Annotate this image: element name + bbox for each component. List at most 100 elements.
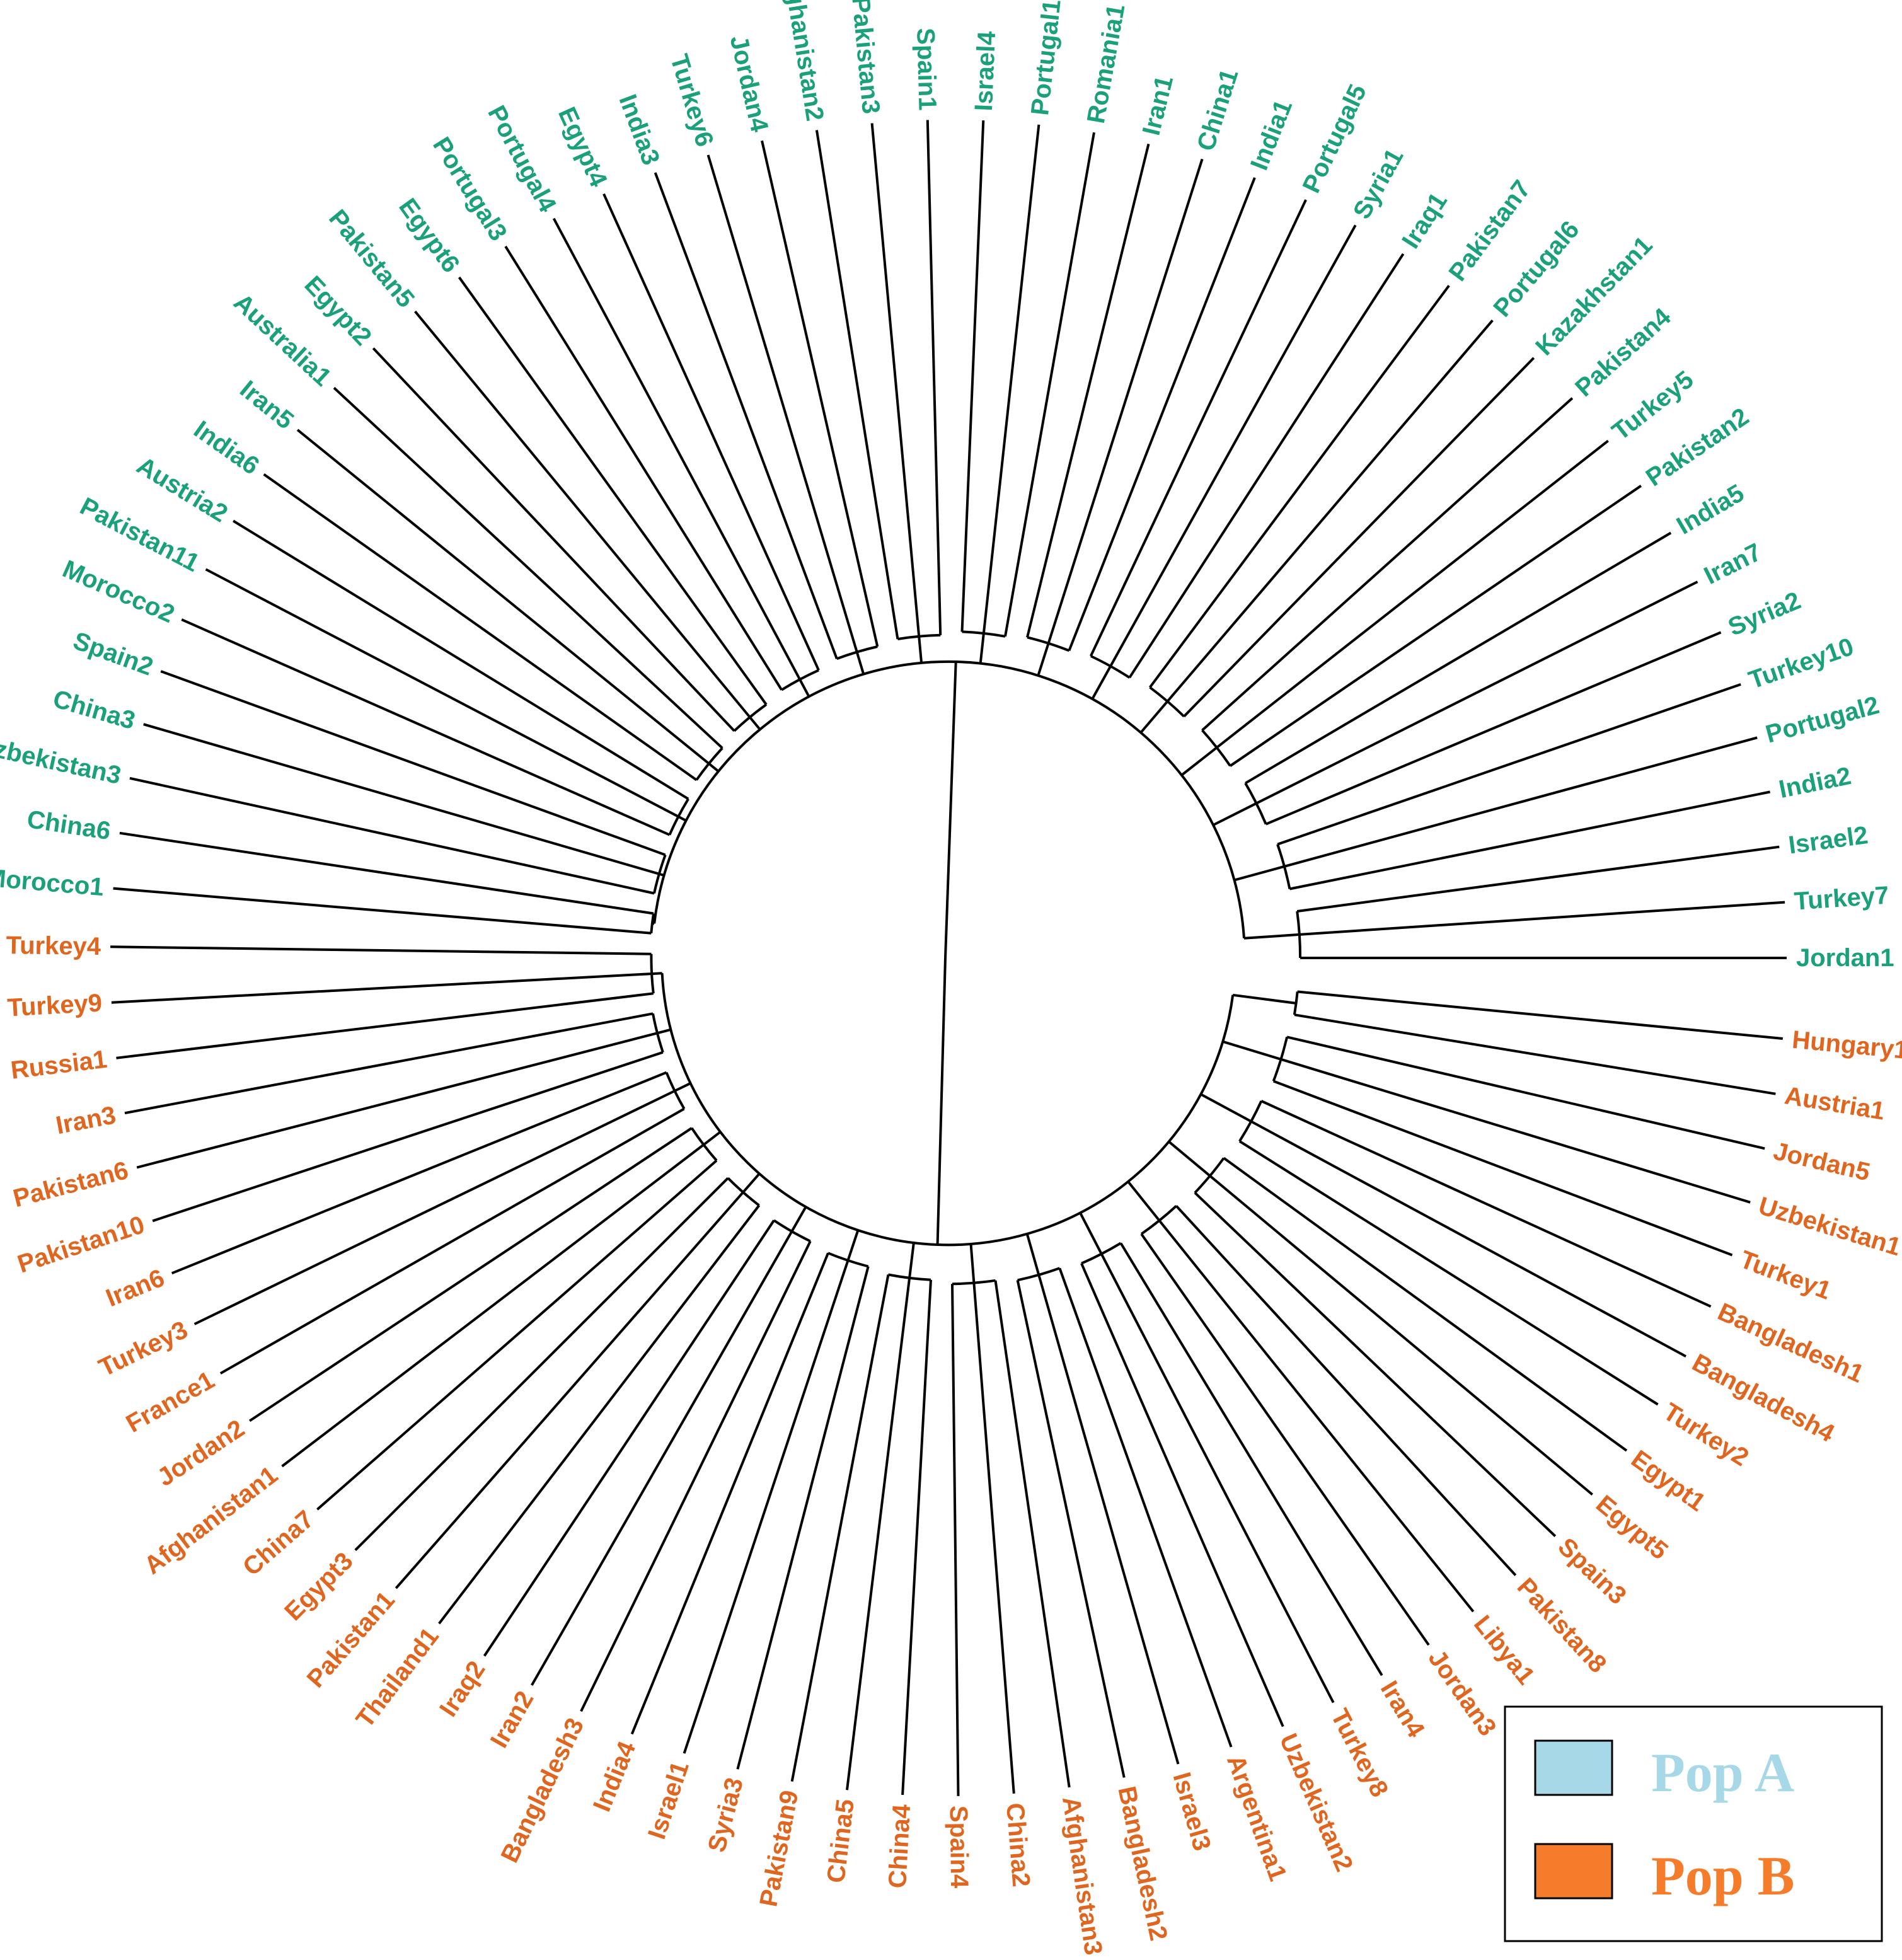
pop-b-branch [1016, 1279, 1126, 1778]
pop-b-branch [116, 992, 654, 1059]
pop-a-branch [761, 140, 879, 647]
pop-b-branch [1140, 1233, 1430, 1646]
tip-label: China3 [50, 685, 138, 735]
legend-swatch-pop-a [1534, 1739, 1613, 1796]
pop-a-cluster-arc [781, 669, 819, 691]
pop-b-cluster-arc [1017, 1267, 1061, 1282]
pop-b-branch [136, 1032, 658, 1169]
pop-a-branch [654, 172, 838, 659]
tip-label: Pakistan3 [846, 0, 885, 115]
pop-b-branch [1238, 1140, 1659, 1406]
pop-a-branch [960, 120, 985, 632]
tip-label: Iran5 [234, 375, 299, 434]
tip-label: Spain4 [945, 1806, 974, 1889]
pop-b-branch [152, 1051, 664, 1223]
pop-b-branch [111, 972, 652, 1004]
tip-label: Spain3 [1553, 1533, 1632, 1610]
tip-label: Turkey4 [6, 931, 101, 960]
tip-label: Romania1 [1082, 2, 1131, 125]
pop-b-internal-branch [1200, 1093, 1252, 1123]
tip-label: Afghanistan3 [1057, 1795, 1107, 1957]
tip-label: Egypt5 [1591, 1490, 1673, 1565]
pop-a-branch [982, 124, 1040, 634]
pop-a-internal-branch [979, 633, 985, 664]
tip-label: India2 [1777, 762, 1853, 804]
tip-label: Egypt1 [1626, 1445, 1710, 1517]
pop-a-branch [870, 123, 921, 637]
pop-b-internal-branch [1025, 1233, 1040, 1276]
pop-b-branch [1297, 990, 1783, 1040]
legend-label-pop-b: Pop B [1651, 1846, 1794, 1907]
pop-b-branch [124, 1012, 654, 1115]
pop-b-internal-branch [742, 1172, 761, 1194]
tip-label: Iran3 [54, 1101, 118, 1139]
pop-a-branch [129, 776, 655, 895]
pop-a-branch [458, 276, 768, 706]
pop-a-branch [372, 347, 735, 732]
tip-label: Portugal1 [1026, 0, 1066, 117]
pop-b-cluster-arc [1081, 1242, 1122, 1265]
pop-a-branch [205, 568, 679, 818]
tip-label: Jordan4 [725, 33, 774, 135]
pop-b-internal-branch [703, 1131, 722, 1146]
pop-a-internal-branch [1243, 933, 1300, 940]
root-to-pop-b [936, 957, 947, 1245]
pop-a-main-arc [653, 660, 1245, 938]
tip-label: France1 [122, 1366, 219, 1438]
pop-b-branch [1119, 1242, 1383, 1676]
pop-b-internal-branch [790, 1206, 807, 1232]
tip-label: India5 [1672, 479, 1749, 540]
tip-label: Turkey1 [1736, 1245, 1835, 1305]
tip-label: Turkey3 [95, 1316, 192, 1382]
pop-b-branch [1250, 1120, 1687, 1358]
tip-label: Libya1 [1468, 1610, 1540, 1690]
pop-b-branch [1080, 1262, 1284, 1727]
legend-label-pop-a: Pop A [1651, 1743, 1794, 1804]
pop-a-branch [815, 130, 899, 640]
pop-a-branch [1265, 631, 1722, 826]
pop-b-branch [972, 1283, 1015, 1794]
pop-b-branch [531, 1230, 793, 1686]
pop-b-branch [580, 1240, 812, 1712]
tip-label: Turkey7 [1794, 882, 1890, 916]
pop-b-internal-branch [657, 1028, 671, 1035]
pop-a-branch [1201, 397, 1574, 732]
pop-a-branch [1026, 143, 1150, 638]
tip-label: Morocco1 [0, 864, 105, 902]
pop-a-branch [1255, 580, 1698, 805]
pop-b-branch [994, 1280, 1071, 1788]
tip-label: Iraq2 [434, 1656, 491, 1722]
pop-a-internal-branch [749, 716, 761, 730]
pop-a-branch [119, 831, 654, 915]
tip-label: Syria1 [1348, 144, 1409, 224]
pop-b-cluster-arc [1293, 991, 1299, 1015]
pop-a-internal-branch [918, 636, 923, 664]
tip-label: India6 [188, 415, 264, 480]
pop-b-cluster-arc [665, 1071, 686, 1110]
pop-b-branch [316, 1159, 718, 1511]
pop-b-branch [483, 1219, 775, 1657]
pop-b-branch [193, 1090, 676, 1325]
pop-a-branch [160, 670, 666, 856]
tip-label: Pakistan10 [14, 1211, 148, 1278]
pop-a-branch [263, 473, 698, 781]
pop-b-branch [901, 1279, 932, 1796]
pop-b-branch [1286, 1035, 1765, 1150]
pop-a-branch [552, 217, 801, 681]
pop-b-branch [846, 1277, 911, 1790]
pop-b-branch [438, 1204, 761, 1625]
pop-a-internal-branch [1139, 700, 1168, 734]
tip-label: Israel2 [1787, 821, 1869, 859]
pop-a-internal-branch [855, 652, 865, 675]
pop-a-branch [706, 154, 858, 653]
tip-label: Uzbekistan1 [1755, 1192, 1902, 1261]
pop-a-branch [1128, 253, 1405, 679]
pop-b-branch [171, 1071, 667, 1275]
pop-b-internal-branch [651, 972, 662, 976]
pop-a-internal-branch [1213, 802, 1257, 826]
tip-label: Turkey10 [1745, 633, 1857, 695]
tip-label: Turkey8 [1325, 1705, 1393, 1802]
tip-label: China7 [238, 1505, 319, 1581]
pop-b-branch [1037, 1274, 1180, 1765]
